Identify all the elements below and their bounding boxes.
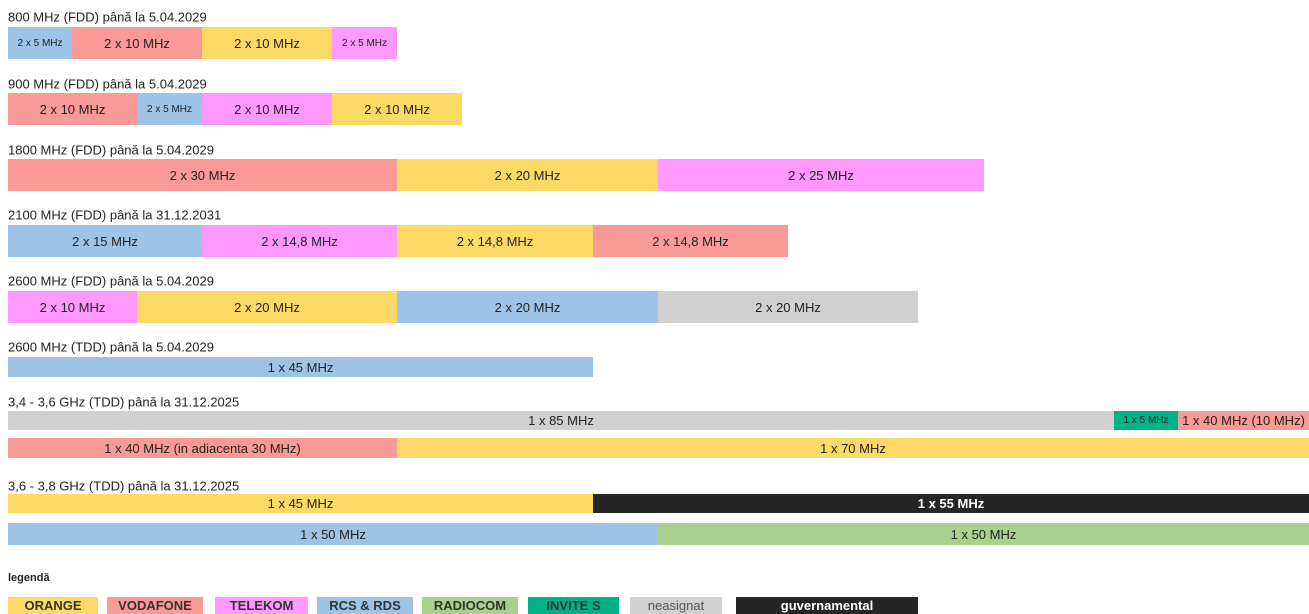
allocation-segment: 2 x 15 MHz [8, 225, 202, 257]
allocation-segment: 1 x 50 MHz [8, 523, 658, 545]
legend-item: RCS & RDS [317, 597, 413, 614]
allocation-segment: 1 x 85 MHz [8, 411, 1114, 430]
allocation-segment: 2 x 14,8 MHz [202, 225, 397, 257]
allocation-segment: 2 x 10 MHz [202, 93, 332, 125]
allocation-segment: 1 x 55 MHz [593, 494, 1309, 513]
band-label: 1800 MHz (FDD) până la 5.04.2029 [8, 142, 214, 158]
allocation-segment: 1 x 70 MHz [397, 438, 1309, 458]
legend-item: ORANGE [8, 597, 98, 614]
allocation-segment: 2 x 5 MHz [8, 27, 72, 59]
allocation-segment: 1 x 5 MHz [1114, 411, 1178, 430]
allocation-segment: 2 x 10 MHz [8, 93, 137, 125]
allocation-segment: 2 x 5 MHz [332, 27, 397, 59]
band-label: 2600 MHz (TDD) până la 5.04.2029 [8, 339, 214, 355]
allocation-segment: 2 x 14,8 MHz [397, 225, 593, 257]
band-label: 800 MHz (FDD) până la 5.04.2029 [8, 9, 207, 25]
allocation-segment: 2 x 20 MHz [397, 291, 658, 323]
legend-item: INVITE S [528, 597, 619, 614]
allocation-segment: 2 x 5 MHz [137, 93, 202, 125]
allocation-segment: 2 x 20 MHz [658, 291, 918, 323]
band-label: 3,6 - 3,8 GHz (TDD) până la 31.12.2025 [8, 478, 240, 494]
allocation-segment: 2 x 14,8 MHz [593, 225, 788, 257]
allocation-segment: 2 x 20 MHz [137, 291, 397, 323]
legend-item: guvernamental [736, 597, 918, 614]
allocation-segment: 1 x 40 MHz (10 MHz) [1178, 411, 1309, 430]
band-label: 2600 MHz (FDD) până la 5.04.2029 [8, 273, 214, 289]
allocation-segment: 2 x 25 MHz [658, 159, 984, 191]
allocation-segment: 1 x 45 MHz [8, 357, 593, 377]
band-label: 900 MHz (FDD) până la 5.04.2029 [8, 76, 207, 92]
allocation-segment: 1 x 50 MHz [658, 523, 1309, 545]
allocation-segment: 2 x 30 MHz [8, 159, 397, 191]
legend-item: RADIOCOM [422, 597, 518, 614]
allocation-segment: 2 x 10 MHz [72, 27, 202, 59]
legend-item: TELEKOM [215, 597, 308, 614]
allocation-segment: 2 x 10 MHz [332, 93, 462, 125]
allocation-segment: 1 x 45 MHz [8, 494, 593, 513]
legend-title: legendă [8, 572, 50, 584]
allocation-segment: 2 x 10 MHz [8, 291, 137, 323]
band-label: 3,4 - 3,6 GHz (TDD) până la 31.12.2025 [8, 394, 240, 410]
allocation-segment: 2 x 20 MHz [397, 159, 658, 191]
legend-item: VODAFONE [107, 597, 203, 614]
allocation-segment: 1 x 40 MHz (in adiacenta 30 MHz) [8, 438, 397, 458]
band-label: 2100 MHz (FDD) până la 31.12.2031 [8, 207, 222, 223]
legend-item: neasignat [630, 597, 722, 614]
allocation-segment: 2 x 10 MHz [202, 27, 332, 59]
